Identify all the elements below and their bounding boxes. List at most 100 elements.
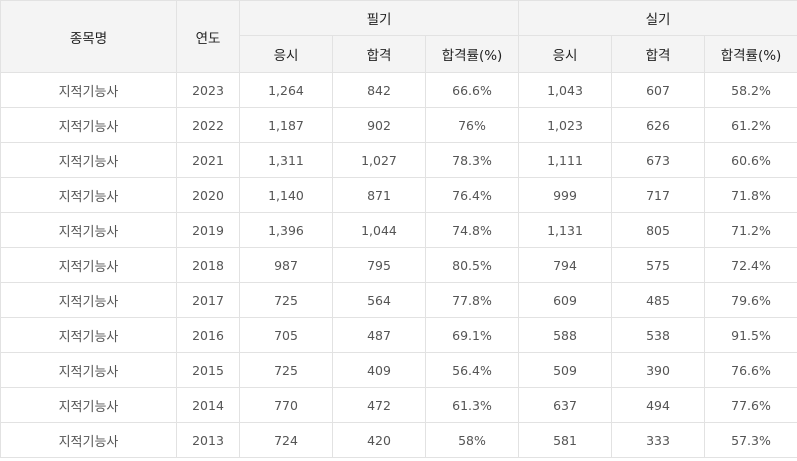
cell-year: 2015 bbox=[176, 352, 240, 388]
header-practical-applicants: 응시 bbox=[518, 35, 613, 73]
cell-practical-passed: 805 bbox=[611, 212, 706, 248]
table-row: 지적기능사 2018 987 795 80.5% 794 575 72.4% bbox=[0, 247, 797, 283]
cell-practical-rate: 91.5% bbox=[704, 317, 797, 353]
table-header: 종목명 연도 필기 실기 응시 합격 합격률(%) 응시 합격 합격률(%) bbox=[0, 0, 797, 73]
cell-practical-rate: 60.6% bbox=[704, 142, 797, 178]
cell-written-rate: 74.8% bbox=[424, 212, 520, 248]
cell-practical-applicants: 794 bbox=[518, 247, 613, 283]
cell-name: 지적기능사 bbox=[0, 422, 177, 458]
cell-written-rate: 78.3% bbox=[424, 142, 520, 178]
header-written-passed: 합격 bbox=[332, 35, 426, 73]
cell-practical-rate: 72.4% bbox=[704, 247, 797, 283]
cell-year: 2017 bbox=[176, 282, 240, 318]
cell-practical-rate: 61.2% bbox=[704, 107, 797, 143]
cell-name: 지적기능사 bbox=[0, 72, 177, 108]
cell-practical-passed: 538 bbox=[611, 317, 706, 353]
cell-written-applicants: 1,311 bbox=[239, 142, 333, 178]
table-row: 지적기능사 2023 1,264 842 66.6% 1,043 607 58.… bbox=[0, 72, 797, 108]
cell-practical-applicants: 1,043 bbox=[518, 72, 613, 108]
header-year: 연도 bbox=[176, 0, 240, 73]
cell-written-passed: 487 bbox=[332, 317, 426, 353]
table-row: 지적기능사 2022 1,187 902 76% 1,023 626 61.2% bbox=[0, 107, 797, 143]
cell-practical-rate: 76.6% bbox=[704, 352, 797, 388]
cell-written-passed: 1,044 bbox=[332, 212, 426, 248]
cell-written-applicants: 725 bbox=[239, 352, 333, 388]
cell-written-passed: 902 bbox=[332, 107, 426, 143]
cell-year: 2013 bbox=[176, 422, 240, 458]
cell-practical-applicants: 1,111 bbox=[518, 142, 613, 178]
cell-practical-passed: 607 bbox=[611, 72, 706, 108]
table-row: 지적기능사 2016 705 487 69.1% 588 538 91.5% bbox=[0, 317, 797, 353]
cell-written-rate: 80.5% bbox=[424, 247, 520, 283]
cell-name: 지적기능사 bbox=[0, 387, 177, 423]
cell-name: 지적기능사 bbox=[0, 352, 177, 388]
cell-written-passed: 1,027 bbox=[332, 142, 426, 178]
cell-name: 지적기능사 bbox=[0, 317, 177, 353]
cell-practical-passed: 494 bbox=[611, 387, 706, 423]
cell-year: 2019 bbox=[176, 212, 240, 248]
cell-practical-rate: 79.6% bbox=[704, 282, 797, 318]
cell-practical-applicants: 1,023 bbox=[518, 107, 613, 143]
cell-written-passed: 795 bbox=[332, 247, 426, 283]
cell-written-applicants: 705 bbox=[239, 317, 333, 353]
cell-written-rate: 77.8% bbox=[424, 282, 520, 318]
header-row-sub: 응시 합격 합격률(%) 응시 합격 합격률(%) bbox=[1, 35, 797, 73]
table-row: 지적기능사 2019 1,396 1,044 74.8% 1,131 805 7… bbox=[0, 212, 797, 248]
cell-practical-applicants: 1,131 bbox=[518, 212, 613, 248]
cell-written-applicants: 1,140 bbox=[239, 177, 333, 213]
cell-written-passed: 420 bbox=[332, 422, 426, 458]
cell-practical-applicants: 588 bbox=[518, 317, 613, 353]
cell-written-passed: 564 bbox=[332, 282, 426, 318]
cell-written-rate: 66.6% bbox=[424, 72, 520, 108]
cell-practical-rate: 71.2% bbox=[704, 212, 797, 248]
cell-name: 지적기능사 bbox=[0, 212, 177, 248]
cell-practical-passed: 485 bbox=[611, 282, 706, 318]
header-written-rate: 합격률(%) bbox=[424, 35, 520, 73]
cell-year: 2016 bbox=[176, 317, 240, 353]
header-practical-passed: 합격 bbox=[611, 35, 706, 73]
cell-practical-rate: 57.3% bbox=[704, 422, 797, 458]
cell-practical-rate: 77.6% bbox=[704, 387, 797, 423]
cell-practical-passed: 626 bbox=[611, 107, 706, 143]
cell-written-passed: 871 bbox=[332, 177, 426, 213]
header-written: 필기 bbox=[238, 0, 520, 36]
cell-practical-rate: 58.2% bbox=[704, 72, 797, 108]
table-row: 지적기능사 2014 770 472 61.3% 637 494 77.6% bbox=[0, 387, 797, 423]
table-row: 지적기능사 2021 1,311 1,027 78.3% 1,111 673 6… bbox=[0, 142, 797, 178]
table-row: 지적기능사 2020 1,140 871 76.4% 999 717 71.8% bbox=[0, 177, 797, 213]
table-row: 지적기능사 2017 725 564 77.8% 609 485 79.6% bbox=[0, 282, 797, 318]
cell-written-passed: 409 bbox=[332, 352, 426, 388]
cell-written-rate: 69.1% bbox=[424, 317, 520, 353]
cell-written-applicants: 725 bbox=[239, 282, 333, 318]
cell-written-passed: 472 bbox=[332, 387, 426, 423]
cell-written-rate: 61.3% bbox=[424, 387, 520, 423]
cell-name: 지적기능사 bbox=[0, 107, 177, 143]
cell-practical-applicants: 581 bbox=[518, 422, 613, 458]
cell-written-rate: 76% bbox=[424, 107, 520, 143]
cell-written-rate: 76.4% bbox=[424, 177, 520, 213]
cell-year: 2022 bbox=[176, 107, 240, 143]
cell-written-rate: 58% bbox=[424, 422, 520, 458]
header-row-top: 종목명 연도 필기 실기 bbox=[0, 0, 797, 73]
cell-practical-passed: 673 bbox=[611, 142, 706, 178]
cell-name: 지적기능사 bbox=[0, 177, 177, 213]
cell-written-applicants: 1,187 bbox=[239, 107, 333, 143]
cell-written-applicants: 724 bbox=[239, 422, 333, 458]
cell-practical-passed: 333 bbox=[611, 422, 706, 458]
table-body: 지적기능사 2023 1,264 842 66.6% 1,043 607 58.… bbox=[0, 72, 797, 458]
cell-written-passed: 842 bbox=[332, 72, 426, 108]
cell-year: 2023 bbox=[176, 72, 240, 108]
cell-year: 2014 bbox=[176, 387, 240, 423]
cell-practical-rate: 71.8% bbox=[704, 177, 797, 213]
cell-written-applicants: 770 bbox=[239, 387, 333, 423]
header-written-applicants: 응시 bbox=[239, 35, 333, 73]
cell-practical-applicants: 509 bbox=[518, 352, 613, 388]
cell-practical-applicants: 999 bbox=[518, 177, 613, 213]
cell-written-applicants: 1,396 bbox=[239, 212, 333, 248]
cell-year: 2020 bbox=[176, 177, 240, 213]
cell-written-applicants: 987 bbox=[239, 247, 333, 283]
header-name: 종목명 bbox=[0, 0, 177, 73]
table-row: 지적기능사 2013 724 420 58% 581 333 57.3% bbox=[0, 422, 797, 458]
cell-written-rate: 56.4% bbox=[424, 352, 520, 388]
